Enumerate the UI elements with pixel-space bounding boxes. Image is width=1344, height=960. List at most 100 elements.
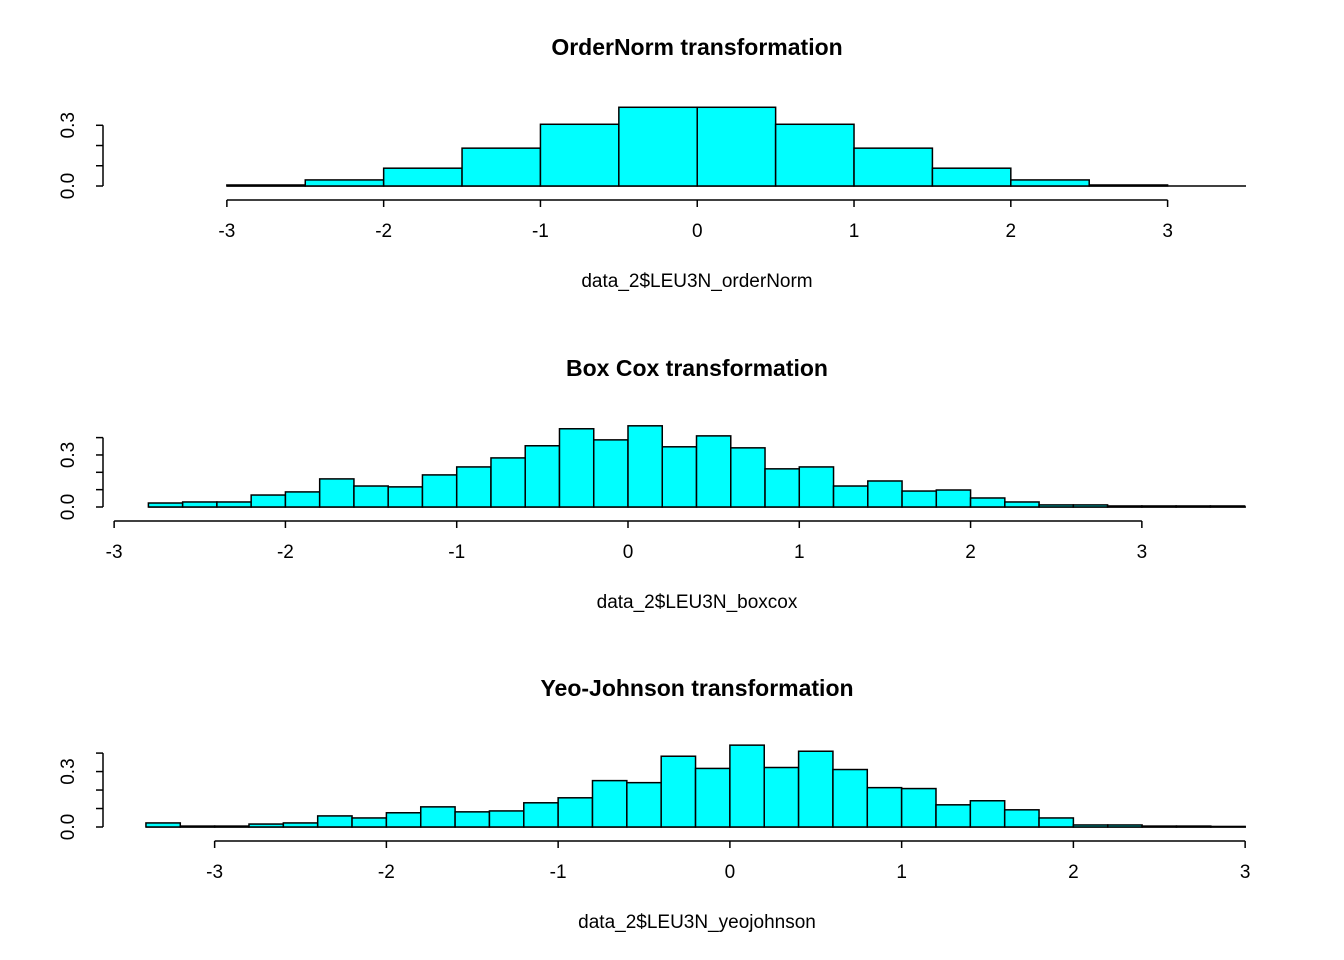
x-axis-label: data_2$LEU3N_boxcox xyxy=(597,592,798,613)
y-tick-label: 0.3 xyxy=(58,112,79,138)
bar xyxy=(618,106,698,187)
bar xyxy=(1106,505,1143,508)
bar xyxy=(592,439,629,508)
x-tick-label: 0 xyxy=(725,862,736,883)
bar xyxy=(1004,501,1040,508)
bar xyxy=(454,811,491,828)
x-tick-label: 2 xyxy=(1068,862,1079,883)
bar xyxy=(213,825,250,828)
bar xyxy=(660,755,697,828)
chart-title: Box Cox transformation xyxy=(566,355,828,381)
x-tick-label: -2 xyxy=(375,221,392,242)
bar xyxy=(461,147,542,187)
y-tick-label: 0.0 xyxy=(58,814,79,840)
bar xyxy=(353,485,389,508)
bar xyxy=(488,810,525,828)
bar xyxy=(832,485,869,508)
bar xyxy=(696,106,777,187)
bar xyxy=(539,123,620,187)
bar xyxy=(490,457,526,508)
chart-title: OrderNorm transformation xyxy=(551,34,842,60)
bar xyxy=(626,781,662,828)
x-tick-label: 0 xyxy=(692,221,703,242)
bar xyxy=(901,490,938,508)
bar xyxy=(695,435,732,508)
bar xyxy=(1010,179,1090,187)
bar xyxy=(248,823,285,828)
bar xyxy=(284,491,321,508)
bar xyxy=(304,179,385,187)
bar xyxy=(969,497,1006,508)
bar xyxy=(1175,505,1212,508)
x-tick-label: -2 xyxy=(378,862,395,883)
bar xyxy=(694,767,731,828)
x-tick-label: -1 xyxy=(448,542,465,563)
bar xyxy=(627,425,664,508)
bar xyxy=(797,750,834,828)
bar xyxy=(1106,824,1143,828)
bar xyxy=(729,744,765,828)
y-tick-label: 0.3 xyxy=(58,758,79,784)
bar xyxy=(179,825,216,828)
bar xyxy=(730,447,766,508)
bar xyxy=(316,815,353,828)
bar xyxy=(867,480,903,508)
y-tick-label: 0.0 xyxy=(58,173,79,199)
bar xyxy=(250,494,287,508)
bar xyxy=(591,779,628,828)
bar xyxy=(282,822,319,828)
bar xyxy=(421,474,458,508)
bar xyxy=(351,817,388,828)
bar xyxy=(1209,505,1246,508)
bar xyxy=(1038,817,1075,828)
bar xyxy=(1141,825,1178,828)
x-tick-label: -1 xyxy=(550,862,567,883)
x-tick-label: 2 xyxy=(1006,221,1017,242)
x-tick-label: -2 xyxy=(277,542,294,563)
x-tick-label: -3 xyxy=(206,862,223,883)
bar xyxy=(557,797,594,828)
bar xyxy=(661,446,698,508)
x-tick-label: -3 xyxy=(106,542,123,563)
x-tick-label: 3 xyxy=(1162,221,1173,242)
x-tick-label: 1 xyxy=(849,221,860,242)
x-tick-label: 1 xyxy=(896,862,907,883)
bar xyxy=(318,478,355,508)
bar xyxy=(900,787,937,828)
bar xyxy=(216,501,252,508)
bar xyxy=(524,445,561,508)
x-tick-label: 1 xyxy=(794,542,805,563)
bar xyxy=(764,468,801,508)
bar xyxy=(1072,824,1109,828)
y-tick-label: 0.0 xyxy=(58,494,79,520)
x-tick-label: 0 xyxy=(623,542,634,563)
bar xyxy=(1088,184,1169,187)
bar xyxy=(935,804,972,828)
bar xyxy=(1210,825,1246,828)
x-axis-label: data_2$LEU3N_orderNorm xyxy=(581,271,812,292)
bar xyxy=(798,466,835,508)
bar xyxy=(832,768,869,828)
bar xyxy=(1141,505,1177,508)
bar xyxy=(419,806,456,828)
bar xyxy=(931,167,1012,187)
bar xyxy=(853,147,934,187)
x-tick-label: -1 xyxy=(532,221,549,242)
bar xyxy=(774,123,855,187)
bar xyxy=(147,502,184,508)
bar xyxy=(145,822,182,828)
bar xyxy=(181,501,218,508)
bar xyxy=(1038,504,1075,508)
bar xyxy=(866,786,903,828)
bar xyxy=(1175,825,1212,828)
chart-title: Yeo-Johnson transformation xyxy=(540,675,853,701)
bar xyxy=(455,466,492,508)
y-tick-label: 0.3 xyxy=(58,442,79,468)
bar xyxy=(1072,504,1109,508)
x-tick-label: -3 xyxy=(218,221,235,242)
x-tick-label: 3 xyxy=(1240,862,1251,883)
bar xyxy=(226,184,307,187)
bar xyxy=(558,428,595,508)
